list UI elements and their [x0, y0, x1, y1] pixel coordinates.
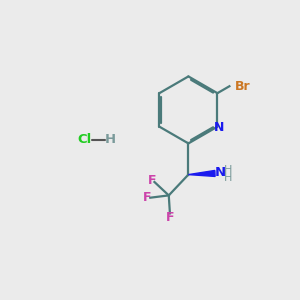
Text: H: H: [224, 165, 232, 175]
Text: F: F: [147, 174, 156, 187]
Text: Cl: Cl: [77, 134, 92, 146]
Text: H: H: [224, 172, 232, 183]
Text: F: F: [166, 211, 175, 224]
Text: Br: Br: [235, 80, 251, 93]
Text: N: N: [213, 121, 224, 134]
Text: F: F: [143, 191, 151, 204]
Text: H: H: [104, 134, 116, 146]
Polygon shape: [188, 170, 215, 176]
Text: N: N: [214, 167, 226, 179]
